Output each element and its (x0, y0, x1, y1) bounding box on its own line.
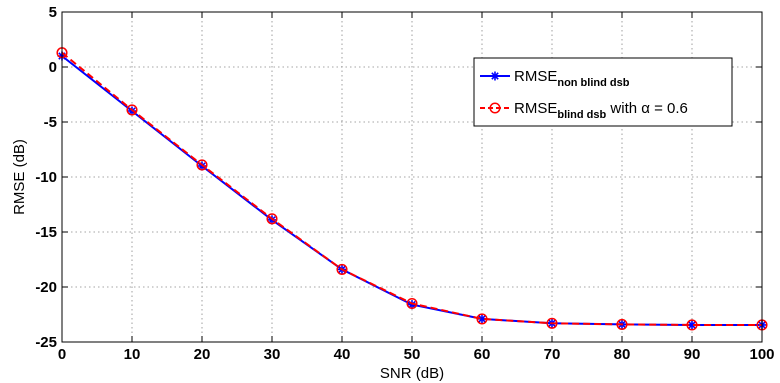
x-tick-label: 70 (544, 346, 561, 363)
legend: RMSEnon blind dsb RMSEblind dsb with α = … (473, 57, 733, 127)
x-tick-label: 30 (264, 346, 281, 363)
circle-marker (336, 263, 348, 275)
circle-marker (489, 102, 501, 114)
legend-label-1: RMSEnon blind dsb (514, 68, 630, 89)
y-axis-label: RMSE (dB) (11, 139, 28, 215)
asterisk-marker (477, 314, 487, 324)
legend-box (473, 57, 733, 127)
y-tick-label: -20 (35, 279, 57, 296)
y-tick-label: -5 (44, 114, 57, 131)
x-tick-label: 90 (684, 346, 701, 363)
x-axis-label: SNR (dB) (380, 365, 444, 382)
asterisk-marker (490, 71, 500, 81)
x-tick-label: 80 (614, 346, 631, 363)
circle-marker (196, 159, 208, 171)
circle-marker (406, 297, 418, 310)
y-tick-label: -15 (35, 224, 57, 241)
x-tick-label: 100 (749, 346, 774, 363)
circle-marker (546, 317, 558, 329)
circle-marker (616, 318, 628, 330)
x-tick-label: 60 (474, 346, 491, 363)
legend-label-2: RMSEblind dsb with α = 0.6 (514, 100, 688, 121)
x-tick-label: 50 (404, 346, 421, 363)
circle-marker (686, 319, 698, 331)
series-line-2 (61, 51, 762, 326)
x-tick-label: 40 (334, 346, 351, 363)
y-tick-label: 0 (49, 59, 57, 76)
x-tick-label: 20 (194, 346, 211, 363)
circle-marker (266, 213, 278, 225)
circle-marker (126, 104, 138, 116)
circle-marker (476, 313, 488, 325)
x-tick-label: 10 (124, 346, 141, 363)
y-tick-label: 5 (49, 4, 57, 21)
y-tick-label: -10 (35, 169, 57, 186)
x-tick-label: 0 (58, 346, 66, 363)
y-tick-label: -25 (35, 334, 57, 351)
